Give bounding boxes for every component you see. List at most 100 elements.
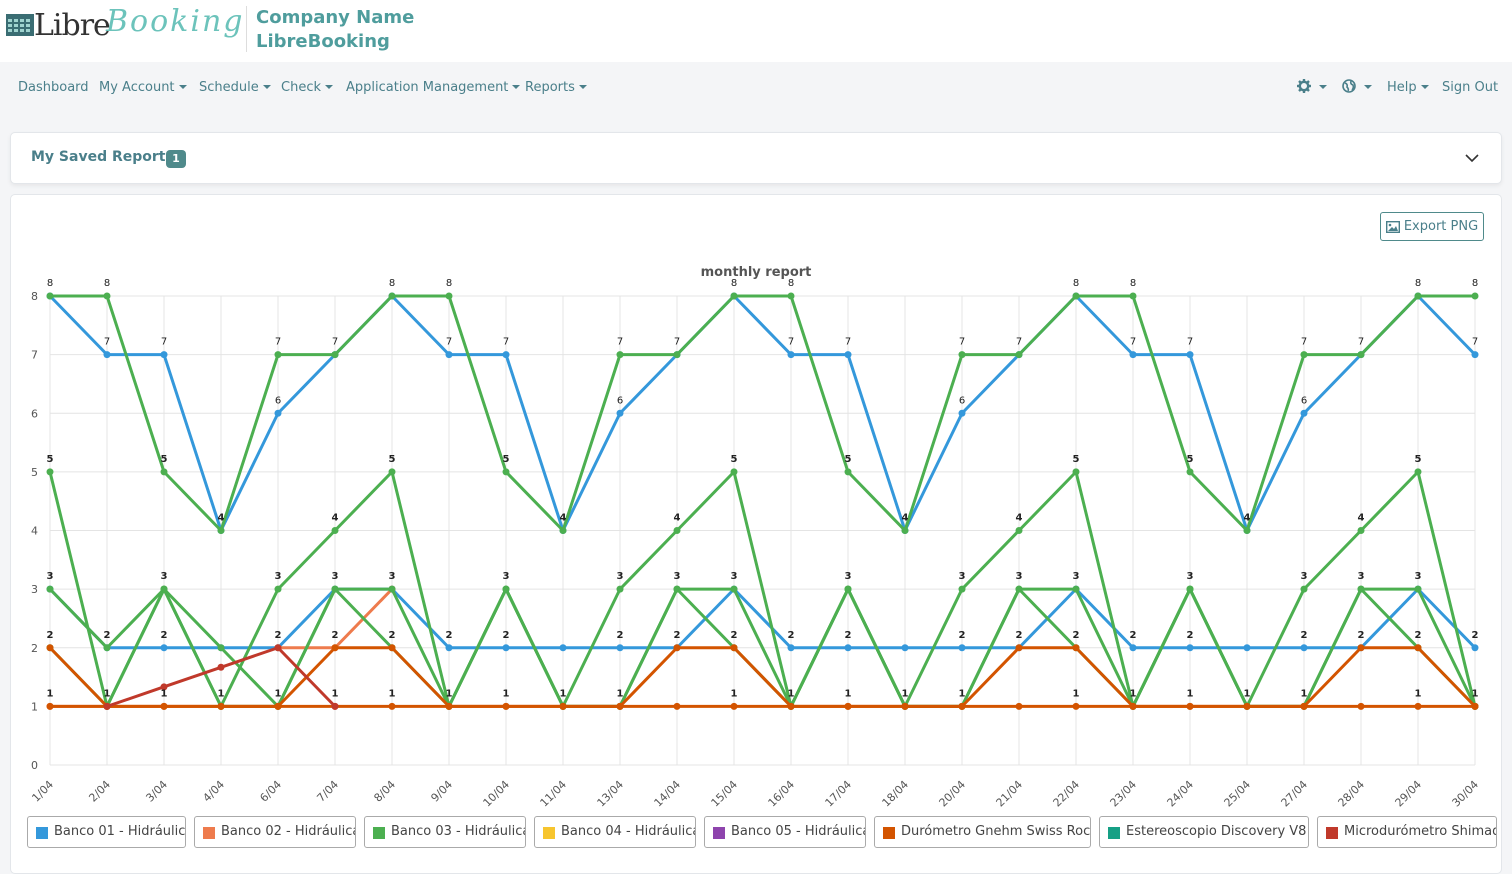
data-point[interactable] [958,585,966,593]
data-point[interactable] [46,468,54,476]
legend-item[interactable]: Estereoscopio Discovery V8 [1099,816,1309,848]
data-point[interactable] [1471,351,1479,359]
data-point[interactable] [1243,527,1251,534]
data-point[interactable] [673,585,681,593]
data-point[interactable] [1186,644,1194,652]
data-point[interactable] [388,468,396,476]
data-point[interactable] [787,292,795,300]
data-point[interactable] [160,683,168,691]
data-point[interactable] [730,585,738,593]
data-point[interactable] [1015,527,1023,534]
data-point[interactable] [559,702,567,710]
data-point[interactable] [1471,702,1479,710]
nav-application-management[interactable]: Application Management [346,80,520,95]
data-point[interactable] [502,702,510,710]
data-point[interactable] [844,644,852,652]
export-png-button[interactable]: Export PNG [1380,212,1484,241]
nav-sign-out[interactable]: Sign Out [1442,80,1499,95]
data-point[interactable] [730,292,738,300]
data-point[interactable] [616,644,624,652]
data-point[interactable] [1414,468,1422,476]
data-point[interactable] [787,644,795,652]
data-point[interactable] [331,527,339,534]
data-point[interactable] [160,585,168,593]
data-point[interactable] [1300,351,1308,359]
data-point[interactable] [1072,292,1080,300]
data-point[interactable] [331,644,339,652]
data-point[interactable] [1129,292,1137,300]
legend-item[interactable]: Durómetro Gnehm Swiss Rock [874,816,1091,848]
data-point[interactable] [616,702,624,710]
chevron-down-icon[interactable] [1465,151,1479,165]
data-point[interactable] [1414,702,1422,710]
data-point[interactable] [274,702,282,710]
data-point[interactable] [331,702,339,710]
data-point[interactable] [616,409,624,417]
data-point[interactable] [274,351,282,359]
data-point[interactable] [1300,585,1308,593]
data-point[interactable] [901,644,909,652]
data-point[interactable] [1243,644,1251,652]
data-point[interactable] [103,292,111,300]
data-point[interactable] [844,468,852,476]
nav-schedule[interactable]: Schedule [199,80,271,95]
data-point[interactable] [103,644,111,652]
data-point[interactable] [274,585,282,593]
data-point[interactable] [388,644,396,652]
settings-menu[interactable] [1297,79,1327,95]
legend-item[interactable]: Banco 01 - Hidráulica [27,816,186,848]
data-point[interactable] [673,702,681,710]
data-point[interactable] [673,527,681,534]
data-point[interactable] [103,702,111,710]
data-point[interactable] [103,351,111,359]
data-point[interactable] [1357,351,1365,359]
data-point[interactable] [1300,409,1308,417]
data-point[interactable] [1414,585,1422,593]
data-point[interactable] [559,644,567,652]
data-point[interactable] [388,702,396,710]
data-point[interactable] [1186,702,1194,710]
data-point[interactable] [217,702,225,710]
data-point[interactable] [1357,644,1365,652]
data-point[interactable] [958,644,966,652]
data-point[interactable] [1243,702,1251,710]
data-point[interactable] [1357,527,1365,534]
data-point[interactable] [787,702,795,710]
nav-dashboard[interactable]: Dashboard [18,80,89,95]
data-point[interactable] [1072,585,1080,593]
data-point[interactable] [1129,644,1137,652]
legend-item[interactable]: Banco 04 - Hidráulica [534,816,696,848]
data-point[interactable] [445,644,453,652]
app-logo[interactable]: Libre Booking [6,4,242,56]
data-point[interactable] [616,585,624,593]
data-point[interactable] [1471,644,1479,652]
data-point[interactable] [844,702,852,710]
data-point[interactable] [46,585,54,593]
data-point[interactable] [445,702,453,710]
data-point[interactable] [502,585,510,593]
data-point[interactable] [1015,585,1023,593]
data-point[interactable] [958,351,966,359]
data-point[interactable] [559,527,567,534]
data-point[interactable] [730,468,738,476]
data-point[interactable] [1300,702,1308,710]
data-point[interactable] [1186,585,1194,593]
data-point[interactable] [1414,644,1422,652]
nav-check[interactable]: Check [281,80,333,95]
data-point[interactable] [1072,468,1080,476]
data-point[interactable] [730,702,738,710]
data-point[interactable] [1129,702,1137,710]
data-point[interactable] [388,585,396,593]
data-point[interactable] [901,527,909,534]
data-point[interactable] [445,292,453,300]
data-point[interactable] [787,351,795,359]
data-point[interactable] [1072,644,1080,652]
data-point[interactable] [1357,702,1365,710]
data-point[interactable] [844,585,852,593]
data-point[interactable] [616,351,624,359]
data-point[interactable] [1015,702,1023,710]
data-point[interactable] [1186,351,1194,359]
legend-item[interactable]: Banco 05 - Hidráulica [704,816,866,848]
data-point[interactable] [1186,468,1194,476]
data-point[interactable] [844,351,852,359]
